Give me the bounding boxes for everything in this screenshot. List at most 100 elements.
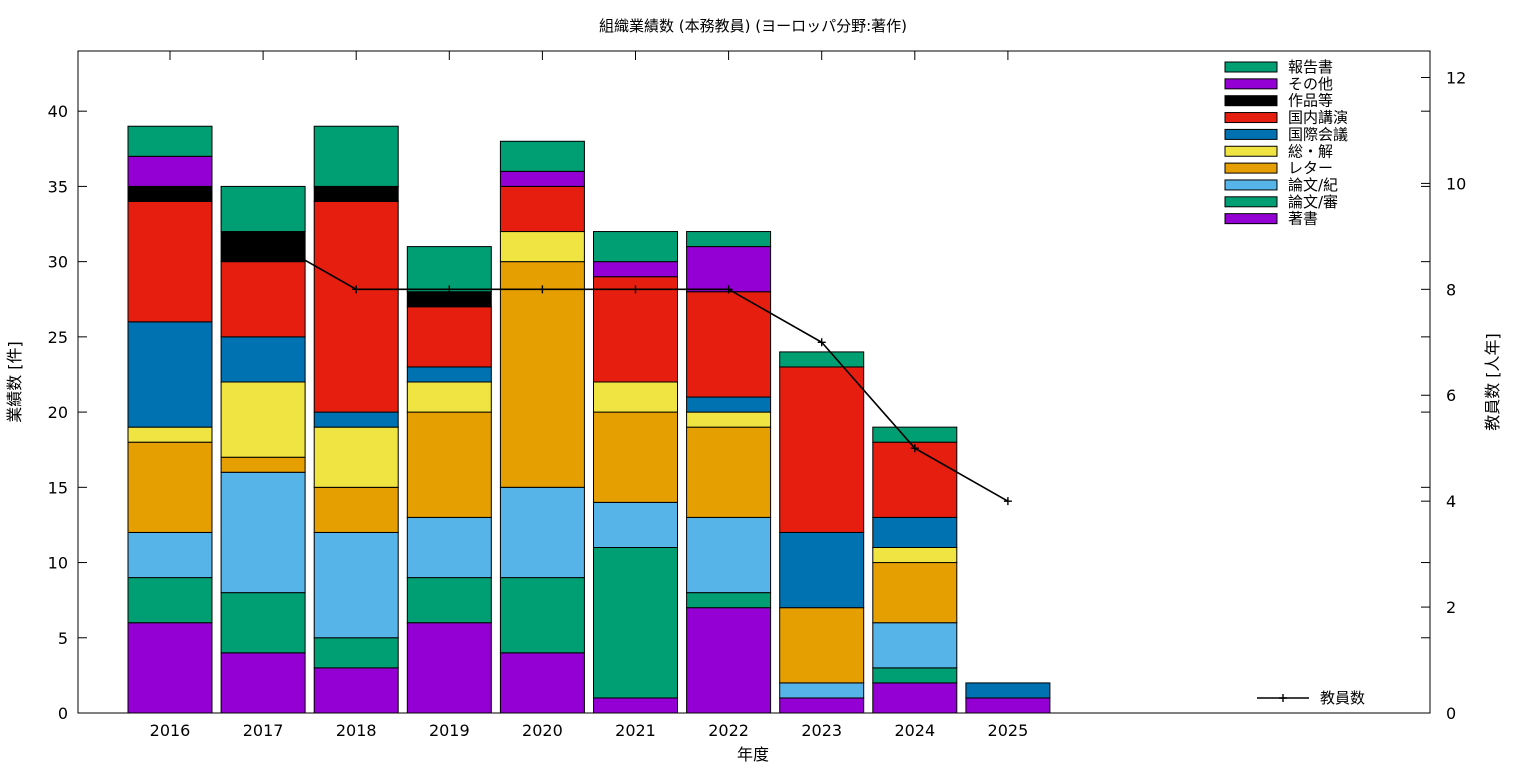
legend-label: 報告書: [1288, 58, 1333, 76]
x-axis-title: 年度: [737, 745, 769, 764]
bar-segment: [313, 411, 399, 428]
bar-segment: [127, 200, 213, 323]
bar-segment: [593, 501, 678, 549]
x-tick-label: 2018: [336, 721, 377, 740]
x-tick-label: 2016: [150, 721, 191, 740]
bar-segment: [127, 577, 213, 624]
bar-segment: [220, 456, 306, 473]
bar-segment: [127, 321, 213, 428]
y-tick-label: 20: [48, 403, 68, 422]
bar-segment: [406, 516, 492, 579]
legend-swatch: [1224, 128, 1278, 140]
legend-swatch: [1224, 213, 1278, 225]
legend-label: 国際会議: [1288, 125, 1348, 143]
bar-segment: [313, 637, 399, 669]
bar-segment: [872, 547, 958, 564]
bar-segment: [220, 471, 306, 594]
bar-segment: [779, 351, 865, 368]
y-tick-label: 5: [58, 629, 68, 648]
bar-segment: [313, 185, 399, 202]
bar-segment: [779, 366, 865, 533]
bar-segment: [127, 185, 213, 202]
bar-segment: [965, 682, 1051, 699]
legend-label-line: 教員数: [1320, 689, 1365, 707]
bar-segment: [220, 652, 306, 714]
legend-label: 論文/審: [1288, 193, 1338, 211]
x-tick-label: 2024: [894, 721, 935, 740]
legend-line-marker: [1279, 694, 1287, 702]
bar-segment: [313, 200, 399, 413]
bar-segment: [220, 381, 306, 458]
bar-segment: [593, 411, 678, 503]
bar-segment: [499, 577, 585, 654]
bar-segment: [313, 486, 399, 533]
line-point: [631, 285, 640, 294]
y2-axis-title: 教員数 [人年]: [1483, 333, 1502, 431]
line-point: [259, 232, 268, 241]
legend-swatch: [1224, 112, 1278, 124]
legend-swatch: [1224, 61, 1278, 73]
x-axis-ticks: 2016 2017 2018 2019 2020 2021 2022 2023 2024 2025: [150, 51, 1028, 740]
bar-segment: [220, 336, 306, 383]
bar-segment: [406, 381, 492, 413]
legend-swatch: [1224, 196, 1278, 208]
bar-segment: [406, 411, 492, 518]
line-point: [445, 285, 454, 294]
plot-frame: [77, 50, 1431, 714]
bar-segment: [406, 366, 492, 383]
y2-tick-label: 0: [1446, 704, 1456, 723]
bar-segment: [872, 667, 958, 684]
y-tick-label: 40: [48, 102, 68, 121]
bar-segment: [127, 622, 213, 714]
legend-label: 総・解: [1288, 142, 1333, 160]
stacked-bars: [127, 125, 1051, 714]
bar-segment: [406, 622, 492, 714]
legend-label: 著書: [1288, 210, 1318, 228]
bar-segment: [686, 516, 772, 594]
y2-tick-label: 10: [1446, 174, 1466, 193]
bar-segment: [686, 607, 772, 714]
chart-title: 組織業績数 (本務教員) (ヨーロッパ分野:著作): [599, 17, 907, 35]
x-tick-label: 2019: [429, 721, 470, 740]
x-tick-label: 2022: [708, 721, 749, 740]
bar-segment: [127, 155, 213, 187]
bar-segment: [313, 125, 399, 187]
legend-label: 論文/紀: [1288, 176, 1338, 194]
y-axis-title: 業績数 [件]: [5, 341, 24, 423]
y2-axis-ticks: 0 2 4 6 8 10 12: [1421, 68, 1466, 723]
bar-segment: [406, 291, 492, 308]
line-point: [910, 444, 919, 453]
bar-segment: [499, 486, 585, 579]
bar-segment: [593, 697, 678, 714]
legend-swatch: [1224, 95, 1278, 107]
bar-segment: [593, 547, 678, 699]
line-point: [1003, 497, 1012, 506]
y-tick-label: 10: [48, 554, 68, 573]
bar-segment: [686, 592, 772, 609]
bar-segment: [593, 231, 678, 263]
bar-segment: [779, 697, 865, 714]
bar-segment: [127, 531, 213, 579]
line-point: [817, 338, 826, 347]
bar-segment: [220, 261, 306, 338]
bar-segment: [686, 246, 772, 293]
bar-segment: [499, 140, 585, 172]
bar-segment: [499, 261, 585, 488]
bar-segment: [686, 396, 772, 413]
bar-segment: [779, 607, 865, 684]
bar-segment: [499, 185, 585, 233]
bar-segment: [220, 185, 306, 233]
bar-segment: [313, 531, 399, 639]
y-tick-label: 15: [48, 478, 68, 497]
line-point: [724, 285, 733, 294]
legend-swatch: [1224, 78, 1278, 90]
x-tick-label: 2021: [615, 721, 656, 740]
bar-segment: [965, 697, 1051, 714]
bar-segment: [593, 276, 678, 383]
line-point: [538, 285, 547, 294]
legend-swatch: [1224, 145, 1278, 157]
bar-segment: [779, 531, 865, 609]
bar-segment: [686, 411, 772, 428]
bar-segment: [127, 125, 213, 157]
